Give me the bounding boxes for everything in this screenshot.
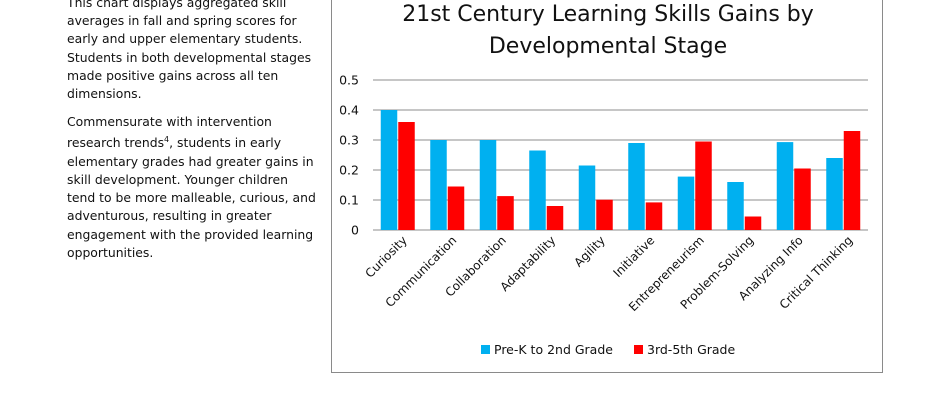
chart-frame: 21st Century Learning Skills Gains by De…: [331, 0, 883, 373]
legend-swatch: [481, 345, 490, 354]
bar-grade-3-5-initiative: [645, 202, 663, 230]
chart-title-line-1: 21st Century Learning Skills Gains by: [402, 2, 814, 27]
y-tick-label: 0.5: [339, 73, 359, 88]
bar-prek-2-entrepreneurism: [677, 176, 695, 230]
bar-prek-2-communication: [430, 140, 447, 230]
bars: [380, 110, 861, 230]
paragraph-1: This chart displays aggregated skill ave…: [67, 0, 312, 102]
bar-prek-2-curiosity: [380, 110, 398, 230]
y-tick-label: 0.3: [339, 133, 359, 148]
y-axis-ticks: 0 0.1 0.2 0.3 0.4 0.5: [339, 73, 359, 238]
x-category-label: Agility: [571, 233, 608, 270]
x-category-label: Curiosity: [362, 233, 409, 280]
paragraph-2: Commensurate with intervention research …: [67, 113, 317, 262]
bar-prek-2-critical-thinking: [826, 158, 843, 230]
bar-grade-3-5-agility: [596, 199, 613, 230]
y-tick-label: 0: [351, 223, 359, 238]
bar-prek-2-adaptability: [529, 150, 546, 230]
bar-grade-3-5-problem-solving: [744, 216, 762, 230]
paragraph-2-end: , students in early elementary grades ha…: [67, 135, 316, 260]
paragraph-2-start: Commensurate with intervention research …: [67, 114, 272, 151]
legend: Pre-K to 2nd Grade 3rd-5th Grade: [481, 342, 735, 357]
y-tick-label: 0.2: [339, 163, 359, 178]
y-tick-label: 0.1: [339, 193, 359, 208]
x-axis-labels: CuriosityCommunicationCollaborationAdapt…: [362, 233, 855, 314]
x-category-label: Initiative: [610, 233, 657, 280]
bar-prek-2-problem-solving: [727, 182, 744, 230]
bar-grade-3-5-collaboration: [497, 196, 514, 230]
chart-title-line-2: Developmental Stage: [489, 34, 727, 59]
bar-grade-3-5-communication: [447, 186, 465, 230]
bar-grade-3-5-entrepreneurism: [695, 141, 712, 230]
bar-chart: 21st Century Learning Skills Gains by De…: [339, 2, 868, 357]
bar-grade-3-5-adaptability: [546, 206, 564, 230]
bar-grade-3-5-analyzing-info: [794, 168, 811, 230]
legend-swatch: [634, 345, 643, 354]
bar-grade-3-5-critical-thinking: [843, 131, 861, 230]
bar-prek-2-initiative: [628, 143, 645, 230]
description-text: This chart displays aggregated skill ave…: [67, 0, 317, 272]
bar-grade-3-5-curiosity: [398, 122, 415, 230]
legend-label: 3rd-5th Grade: [647, 342, 735, 357]
bar-prek-2-analyzing-info: [776, 142, 794, 230]
gridlines: [373, 79, 868, 231]
bar-prek-2-agility: [578, 165, 596, 230]
bar-prek-2-collaboration: [479, 140, 497, 230]
footnote-ref: 4: [164, 135, 170, 145]
legend-label: Pre-K to 2nd Grade: [494, 342, 613, 357]
y-tick-label: 0.4: [339, 103, 359, 118]
